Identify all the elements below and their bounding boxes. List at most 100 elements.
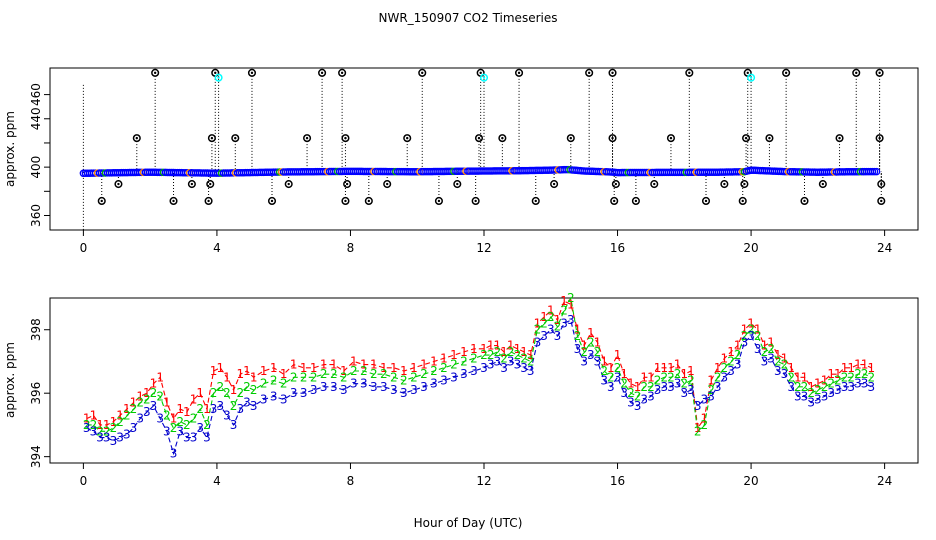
series-2-mark: 2	[170, 421, 178, 435]
series-2-mark: 2	[667, 370, 675, 384]
series-2-mark: 2	[861, 367, 869, 381]
series-1-mark: 1	[660, 361, 668, 375]
series-2-mark: 2	[96, 424, 104, 438]
series-2-mark: 2	[634, 389, 642, 403]
series-2-mark: 2	[707, 383, 715, 397]
series-1-mark: 1	[627, 377, 635, 391]
series-2-mark: 2	[236, 386, 244, 400]
series-2-mark: 2	[260, 377, 268, 391]
series-1-mark: 1	[574, 323, 582, 337]
series-1-mark: 1	[774, 348, 782, 362]
series-3-mark: 3	[767, 351, 775, 365]
series-1-mark: 1	[814, 377, 822, 391]
series-3-mark: 3	[547, 323, 555, 337]
low-point-center	[704, 199, 708, 203]
x-tick-label: 16	[610, 474, 625, 488]
low-point-center	[552, 182, 556, 186]
series-1-mark: 1	[854, 358, 862, 372]
series-3-mark: 3	[540, 329, 548, 343]
low-point	[453, 180, 462, 189]
series-1-mark: 1	[230, 383, 238, 397]
series-3-mark: 3	[243, 396, 251, 410]
series-3-mark: 3	[560, 316, 568, 330]
series-1-mark: 1	[260, 364, 268, 378]
series-2-mark: 2	[754, 329, 762, 343]
series-1-mark: 1	[280, 367, 288, 381]
series-3-mark: 3	[320, 380, 328, 394]
series-1-mark: 1	[390, 361, 398, 375]
series-2-mark: 2	[280, 377, 288, 391]
low-point-center	[614, 182, 618, 186]
series-2-mark: 2	[834, 374, 842, 388]
series-1-mark: 1	[781, 351, 789, 365]
series-2-mark: 2	[540, 316, 548, 330]
series-2-mark: 2	[841, 370, 849, 384]
high-point-center	[421, 71, 424, 75]
series-3-mark: 3	[430, 377, 438, 391]
series-1-mark: 1	[600, 354, 608, 368]
chart-title: NWR_150907 CO2 Timeseries	[379, 11, 558, 25]
series-2-mark: 2	[554, 320, 562, 334]
series-1-mark: 1	[547, 304, 555, 318]
series-1-mark: 1	[136, 389, 144, 403]
series-3-mark: 3	[794, 389, 802, 403]
series-1-mark: 1	[350, 354, 358, 368]
low-point	[343, 180, 352, 189]
series-2-mark: 2	[310, 370, 318, 384]
series-2-mark: 2	[243, 380, 251, 394]
series-2-mark: 2	[747, 323, 755, 337]
low-point	[550, 180, 559, 189]
series-3-mark: 3	[827, 386, 835, 400]
series-3-mark: 3	[170, 446, 178, 460]
low-point	[531, 196, 540, 206]
low-point-center	[287, 182, 290, 186]
mid-point	[132, 134, 141, 143]
series-3-mark: 3	[236, 402, 244, 416]
low-point-center	[741, 199, 744, 203]
series-1-line	[86, 300, 872, 430]
low-point	[738, 196, 747, 206]
series-3-mark: 3	[520, 361, 528, 375]
low-point-center	[613, 199, 616, 203]
series-1-mark: 1	[767, 335, 775, 349]
series-2-mark: 2	[660, 370, 668, 384]
series-3-mark: 3	[270, 389, 278, 403]
series-3-mark: 3	[867, 380, 875, 394]
series-1-mark: 1	[96, 418, 104, 432]
series-2-mark: 2	[727, 354, 735, 368]
series-2-mark: 2	[761, 345, 769, 359]
low-point-center	[803, 199, 806, 203]
series-1-mark: 1	[143, 386, 151, 400]
series-1-mark: 1	[494, 339, 502, 353]
series-1-mark: 1	[123, 402, 131, 416]
series-2-mark: 2	[110, 421, 118, 435]
series-3-mark: 3	[721, 370, 729, 384]
series-3-mark: 3	[400, 386, 408, 400]
series-2-mark: 2	[450, 358, 458, 372]
series-1-mark: 1	[841, 361, 849, 375]
high-point-center	[517, 71, 521, 75]
panel-2-series-lines	[86, 296, 872, 456]
series-3-mark: 3	[614, 370, 622, 384]
series-1-mark: 1	[290, 358, 298, 372]
series-1-mark: 1	[747, 316, 755, 330]
series-1-mark: 1	[614, 348, 622, 362]
series-3-mark: 3	[196, 421, 204, 435]
flag-point	[214, 73, 223, 82]
series-1-mark: 1	[460, 345, 468, 359]
series-1-mark: 1	[867, 361, 875, 375]
low-point-center	[456, 182, 459, 186]
low-point-center	[437, 199, 441, 203]
high-point	[608, 68, 617, 77]
x-tick-label: 20	[743, 241, 758, 255]
low-point-center	[634, 199, 638, 203]
series-3-mark: 3	[103, 431, 111, 445]
mid-point	[765, 134, 774, 143]
series-1-mark: 1	[580, 339, 588, 353]
series-1-mark: 1	[787, 361, 795, 375]
series-2-mark: 2	[687, 374, 695, 388]
series-3-mark: 3	[480, 361, 488, 375]
series-3-mark: 3	[680, 386, 688, 400]
mid-point	[403, 134, 412, 143]
